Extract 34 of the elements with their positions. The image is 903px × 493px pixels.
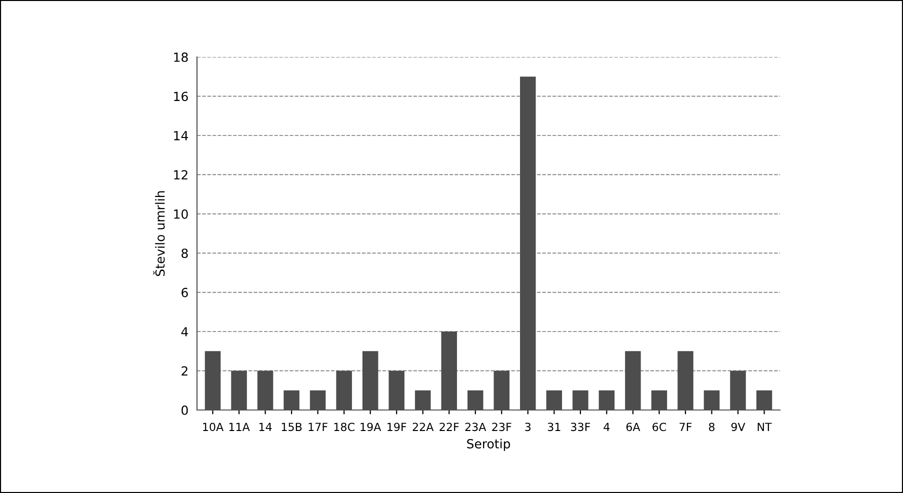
x-tick-label: 14 [259, 422, 272, 431]
y-tick-label: 0 [182, 405, 188, 415]
y-tick-label: 18 [174, 52, 188, 62]
x-tick-label: 31 [548, 422, 560, 432]
y-tick-label: 8 [182, 248, 188, 258]
x-tick-label: NT [758, 422, 772, 431]
x-tick-label: 18C [334, 422, 354, 432]
x-tick-label: 9V [731, 422, 746, 432]
x-tick-label: 8 [708, 422, 714, 432]
x-tick-label: 10A [203, 422, 224, 432]
x-tick-label: 23A [465, 422, 486, 432]
x-tick-label: 22F [440, 422, 459, 431]
x-tick-label: 33F [570, 422, 590, 432]
y-tick-label: 14 [174, 131, 188, 140]
x-tick-label: 19A [360, 422, 382, 432]
y-tick-label: 2 [182, 366, 188, 376]
x-tick-label: 7F [680, 422, 692, 431]
y-tick-label: 4 [181, 327, 188, 336]
y-axis-title: Število umrlih [153, 191, 165, 276]
x-tick-label: 22A [412, 422, 434, 431]
x-tick-label: 19F [388, 422, 406, 432]
y-tick-label: 10 [174, 209, 188, 219]
x-tick-label: 17F [308, 422, 328, 431]
x-tick-label: 6C [652, 422, 666, 432]
x-tick-label: 23F [492, 422, 512, 432]
x-tick-label: 11A [229, 422, 250, 431]
y-tick-label: 16 [174, 92, 188, 102]
y-tick-label: 12 [174, 170, 188, 180]
x-axis-title: Serotip [467, 438, 510, 451]
y-tick-label: 6 [182, 288, 188, 298]
x-tick-label: 6A [626, 422, 640, 432]
x-tick-label: 15B [282, 422, 302, 432]
x-tick-label: 4 [604, 422, 610, 431]
x-tick-label: 3 [525, 422, 531, 432]
